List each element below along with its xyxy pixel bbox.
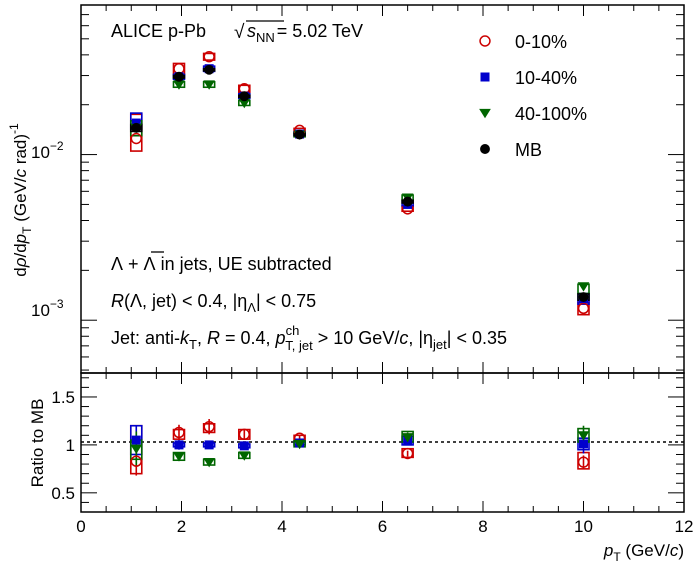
lower-y-tick-label: 1 [66,436,75,455]
upper-y-axis-title: dρ/dpT (GeV/c rad)-1 [7,123,34,277]
upper-data-point [204,64,215,75]
x-axis-title: pT (GeV/c) [603,541,684,564]
x-tick-label: 10 [574,517,593,536]
lower-data-point [174,440,184,450]
lower-data-point [173,452,185,462]
upper-data-point [130,132,142,145]
legend: 0-10% 10-40% 40-100% MB [479,32,587,160]
x-tick-label: 4 [277,517,286,536]
upper-data-point [174,71,184,82]
lower-data-point [203,458,215,468]
upper-y-tick-labels: 10−2 10−3 [31,139,64,320]
x-tick-label: 0 [76,517,85,536]
lower-data-point [203,420,215,433]
energy-label: √ sNN = 5.02 TeV [234,20,363,45]
legend-label: MB [515,140,542,160]
lower-data-point [239,441,249,451]
upper-data-point [203,50,215,63]
lower-data-point [293,439,306,450]
upper-data-point [173,80,185,90]
lower-systematic-boxes [129,419,590,476]
upper-data-point [577,282,590,292]
lower-data-point [238,451,251,461]
upper-data-point [402,196,413,207]
upper-data-point [203,80,215,90]
lower-data-point [577,456,590,468]
axes-layer: 0 2 4 6 8 10 12 0.5 1 1.5 [51,4,694,536]
upper-panel-frame [80,4,685,374]
lower-data-point [131,435,141,445]
lower-data-point [130,444,143,454]
legend-marker [479,35,491,47]
legend-label: 10-40% [515,68,577,88]
jet-definition-line: Jet: anti-kT, R = 0.4, pch T, jet > 10 Ge… [111,323,507,353]
upper-data-point [577,302,590,314]
legend-marker [480,144,490,154]
sqrt-symbol: √ [234,22,245,43]
lower-data-point [204,440,214,450]
lower-markers [130,420,590,468]
x-tick-label: 12 [675,517,694,536]
lower-data-point [238,428,251,441]
upper-data-point [294,129,305,140]
x-tick-label: 8 [478,517,487,536]
lower-data-point [173,426,185,439]
lower-data-point [401,433,414,443]
x-tick-label: 6 [378,517,387,536]
system-label: ALICE p-Pb [111,21,206,41]
upper-markers [130,50,590,314]
upper-data-point [239,91,250,102]
x-tick-label: 2 [177,517,186,536]
lower-data-point [579,439,588,449]
upper-systematic-boxes [129,52,590,316]
lower-data-point [401,447,414,460]
lower-y-axis-title: Ratio to MB [28,399,47,488]
lower-data-point [130,455,142,467]
legend-label: 40-100% [515,104,587,124]
y-tick-label-1e-2: 10−2 [31,139,64,162]
lower-y-tick-label: 0.5 [51,484,75,503]
legend-marker [480,72,490,82]
lower-data-point [577,431,590,441]
upper-data-point [131,122,142,133]
legend-label: 0-10% [515,32,567,52]
upper-data-point [578,292,589,302]
upper-data-point [238,98,251,109]
y-tick-label-1e-3: 10−3 [31,297,64,320]
legend-marker [479,108,491,119]
energy-text: sNN = 5.02 TeV [247,21,363,45]
lower-y-tick-label: 1.5 [51,388,75,407]
r-cut-line: R(Λ, jet) < 0.4, |ηΛ| < 0.75 [111,291,316,315]
